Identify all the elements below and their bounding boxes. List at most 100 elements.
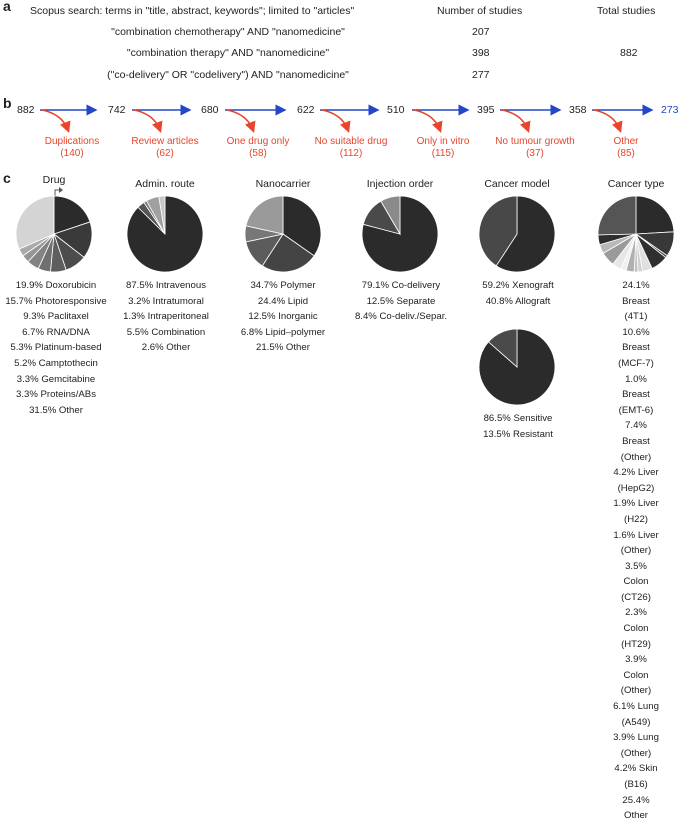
- red-exclusion-arrows: [41, 109, 623, 133]
- legend-entry: 24.4% Lipid: [257, 295, 309, 307]
- legend-entry: 4.2% Skin (B16): [614, 763, 658, 790]
- legend-entry: 3.3% Proteins/ABs: [16, 389, 96, 401]
- red-arrow-7: [593, 109, 623, 133]
- legend-entry: 2.6% Other: [141, 342, 191, 354]
- red-arrow-4: [321, 109, 351, 133]
- exclusion-3-reason: One drug only: [226, 136, 290, 147]
- search-header: Scopus search: terms in "title, abstract…: [30, 5, 355, 17]
- pie-cancer-model: [478, 195, 556, 273]
- legend-entry: 7.4% Breast (Other): [620, 420, 652, 463]
- legend-entry: 21.5% Other: [256, 342, 310, 354]
- legend-cancer-type: 24.1% Breast (4T1) 10.6% Breast (MCF-7) 1.…: [612, 278, 661, 824]
- legend-entry: 12.5% Separate: [366, 295, 436, 307]
- pie-slice: [53, 195, 91, 235]
- exclusion-7-count: (85): [617, 148, 635, 159]
- legend-entry: 1.3% Intraperitoneal: [123, 311, 209, 323]
- exclusion-6: No tumour growth (37): [495, 136, 574, 160]
- legend-entry: 59.2% Xenograft: [482, 280, 554, 291]
- pie-nanocarrier: [244, 195, 322, 273]
- legend-entry: 10.6% Breast (MCF-7): [618, 326, 654, 369]
- legend-entry: 24.1% Breast (4T1): [622, 280, 650, 323]
- legend-sensitivity: 86.5% Sensitive 13.5% Resistant: [483, 411, 553, 442]
- pie-title-admin-route: Admin. route: [135, 178, 195, 190]
- legend-entry: 9.3% Paclitaxel: [23, 311, 89, 323]
- query-count-2: 398: [472, 47, 490, 59]
- legend-entry: 8.4% Co-deliv./Separ.: [354, 311, 448, 323]
- pie-slice: [635, 195, 675, 235]
- flow-number-7: 358: [569, 104, 587, 116]
- legend-entry: 2.3% Colon (HT29): [621, 607, 651, 650]
- exclusion-2: Review articles (62): [131, 136, 198, 160]
- legend-entry: 87.5% Intravenous: [125, 280, 206, 291]
- exclusion-4: No suitable drug (112): [315, 136, 388, 160]
- legend-entry: 6.1% Lung (A549): [613, 701, 659, 728]
- legend-entry: 3.3% Gemcitabine: [16, 373, 96, 385]
- exclusion-3-count: (58): [249, 148, 267, 159]
- red-arrow-2: [133, 109, 163, 133]
- pie-title-drug: Drug: [42, 174, 66, 186]
- panel-c-letter: c: [3, 170, 11, 186]
- pie-title-cancer-type: Cancer type: [607, 178, 665, 190]
- legend-entry: 3.9% Lung (Other): [613, 732, 659, 759]
- pie-drug: [15, 195, 93, 273]
- legend-entry: 40.8% Allograft: [485, 295, 551, 307]
- legend-entry: 1.0% Breast (EMT-6): [618, 373, 654, 416]
- legend-entry: 19.9% Doxorubicin: [15, 280, 97, 291]
- exclusion-3: One drug only (58): [227, 136, 290, 160]
- legend-entry: 3.5% Colon (CT26): [621, 560, 651, 603]
- exclusion-6-reason: No tumour growth: [495, 136, 575, 147]
- query-row-1: "combination chemotherapy" AND "nanomedi…: [111, 26, 345, 38]
- flow-number-3: 680: [201, 104, 219, 116]
- pie-slice: [487, 328, 518, 368]
- legend-entry: 86.5% Sensitive: [483, 413, 553, 424]
- pie-title-nanocarrier: Nanocarrier: [255, 178, 311, 190]
- exclusion-5-reason: Only in vitro: [416, 136, 470, 147]
- query-row-2: "combination therapy" AND "nanomedicine": [126, 47, 330, 59]
- legend-entry: 25.4% Other: [622, 794, 650, 822]
- pie-slice: [15, 195, 55, 250]
- legend-entry: 5.2% Camptothecin: [14, 357, 98, 369]
- legend-nanocarrier: 34.7% Polymer 24.4% Lipid 12.5% Inorganic 6…: [241, 278, 325, 356]
- legend-entry: 15.7% Photoresponsive: [5, 295, 107, 307]
- count-header: Number of studies: [437, 5, 523, 17]
- legend-entry: 1.6% Liver (Other): [613, 529, 659, 557]
- query-row-3: ("co-delivery" OR "codelivery") AND "nan…: [107, 69, 349, 81]
- red-arrow-5: [413, 109, 443, 133]
- legend-drug: 19.9% Doxorubicin 15.7% Photoresponsive 9.…: [5, 278, 106, 418]
- query-count-3: 277: [472, 69, 490, 81]
- exclusion-5-count: (115): [431, 148, 455, 159]
- legend-entry: 1.9% Liver (H22): [613, 498, 659, 525]
- exclusion-4-count: (112): [339, 148, 363, 159]
- exclusion-1: Duplications (140): [45, 136, 99, 160]
- pie-title-cancer-model: Cancer model: [484, 178, 550, 190]
- pie-slice: [245, 195, 284, 235]
- legend-entry: 3.2% Intratumoral: [128, 295, 204, 307]
- flow-number-6: 395: [477, 104, 495, 116]
- flow-number-5: 510: [387, 104, 405, 116]
- pie-slice: [478, 195, 518, 267]
- exclusion-2-count: (62): [156, 148, 174, 159]
- exclusion-2-reason: Review articles: [131, 136, 199, 147]
- legend-entry: 79.1% Co-delivery: [361, 280, 441, 291]
- pie-injection-order: [361, 195, 439, 273]
- red-arrow-6: [501, 109, 531, 133]
- legend-entry: 5.5% Combination: [126, 326, 206, 338]
- flow-arrows: [40, 104, 654, 133]
- flow-number-1: 882: [17, 104, 35, 116]
- pie-slice: [380, 195, 401, 236]
- pie-slice: [495, 195, 556, 273]
- total-header: Total studies: [597, 5, 656, 17]
- pie-slice: [158, 195, 166, 235]
- pie-slice: [261, 233, 315, 273]
- total-studies: 882: [620, 47, 638, 59]
- legend-entry: 6.7% RNA/DNA: [22, 326, 90, 338]
- legend-entry: 34.7% Polymer: [250, 280, 316, 291]
- pie-title-injection-order: Injection order: [366, 178, 434, 190]
- legend-cancer-model: 59.2% Xenograft 40.8% Allograft: [482, 278, 553, 309]
- flow-number-4: 622: [297, 104, 315, 116]
- pie-sensitivity: [478, 328, 556, 406]
- legend-entry: 6.8% Lipid–polymer: [240, 326, 326, 338]
- panel-b-letter: b: [3, 95, 12, 111]
- panel-a-letter: a: [3, 0, 11, 14]
- exclusion-1-count: (140): [60, 148, 84, 159]
